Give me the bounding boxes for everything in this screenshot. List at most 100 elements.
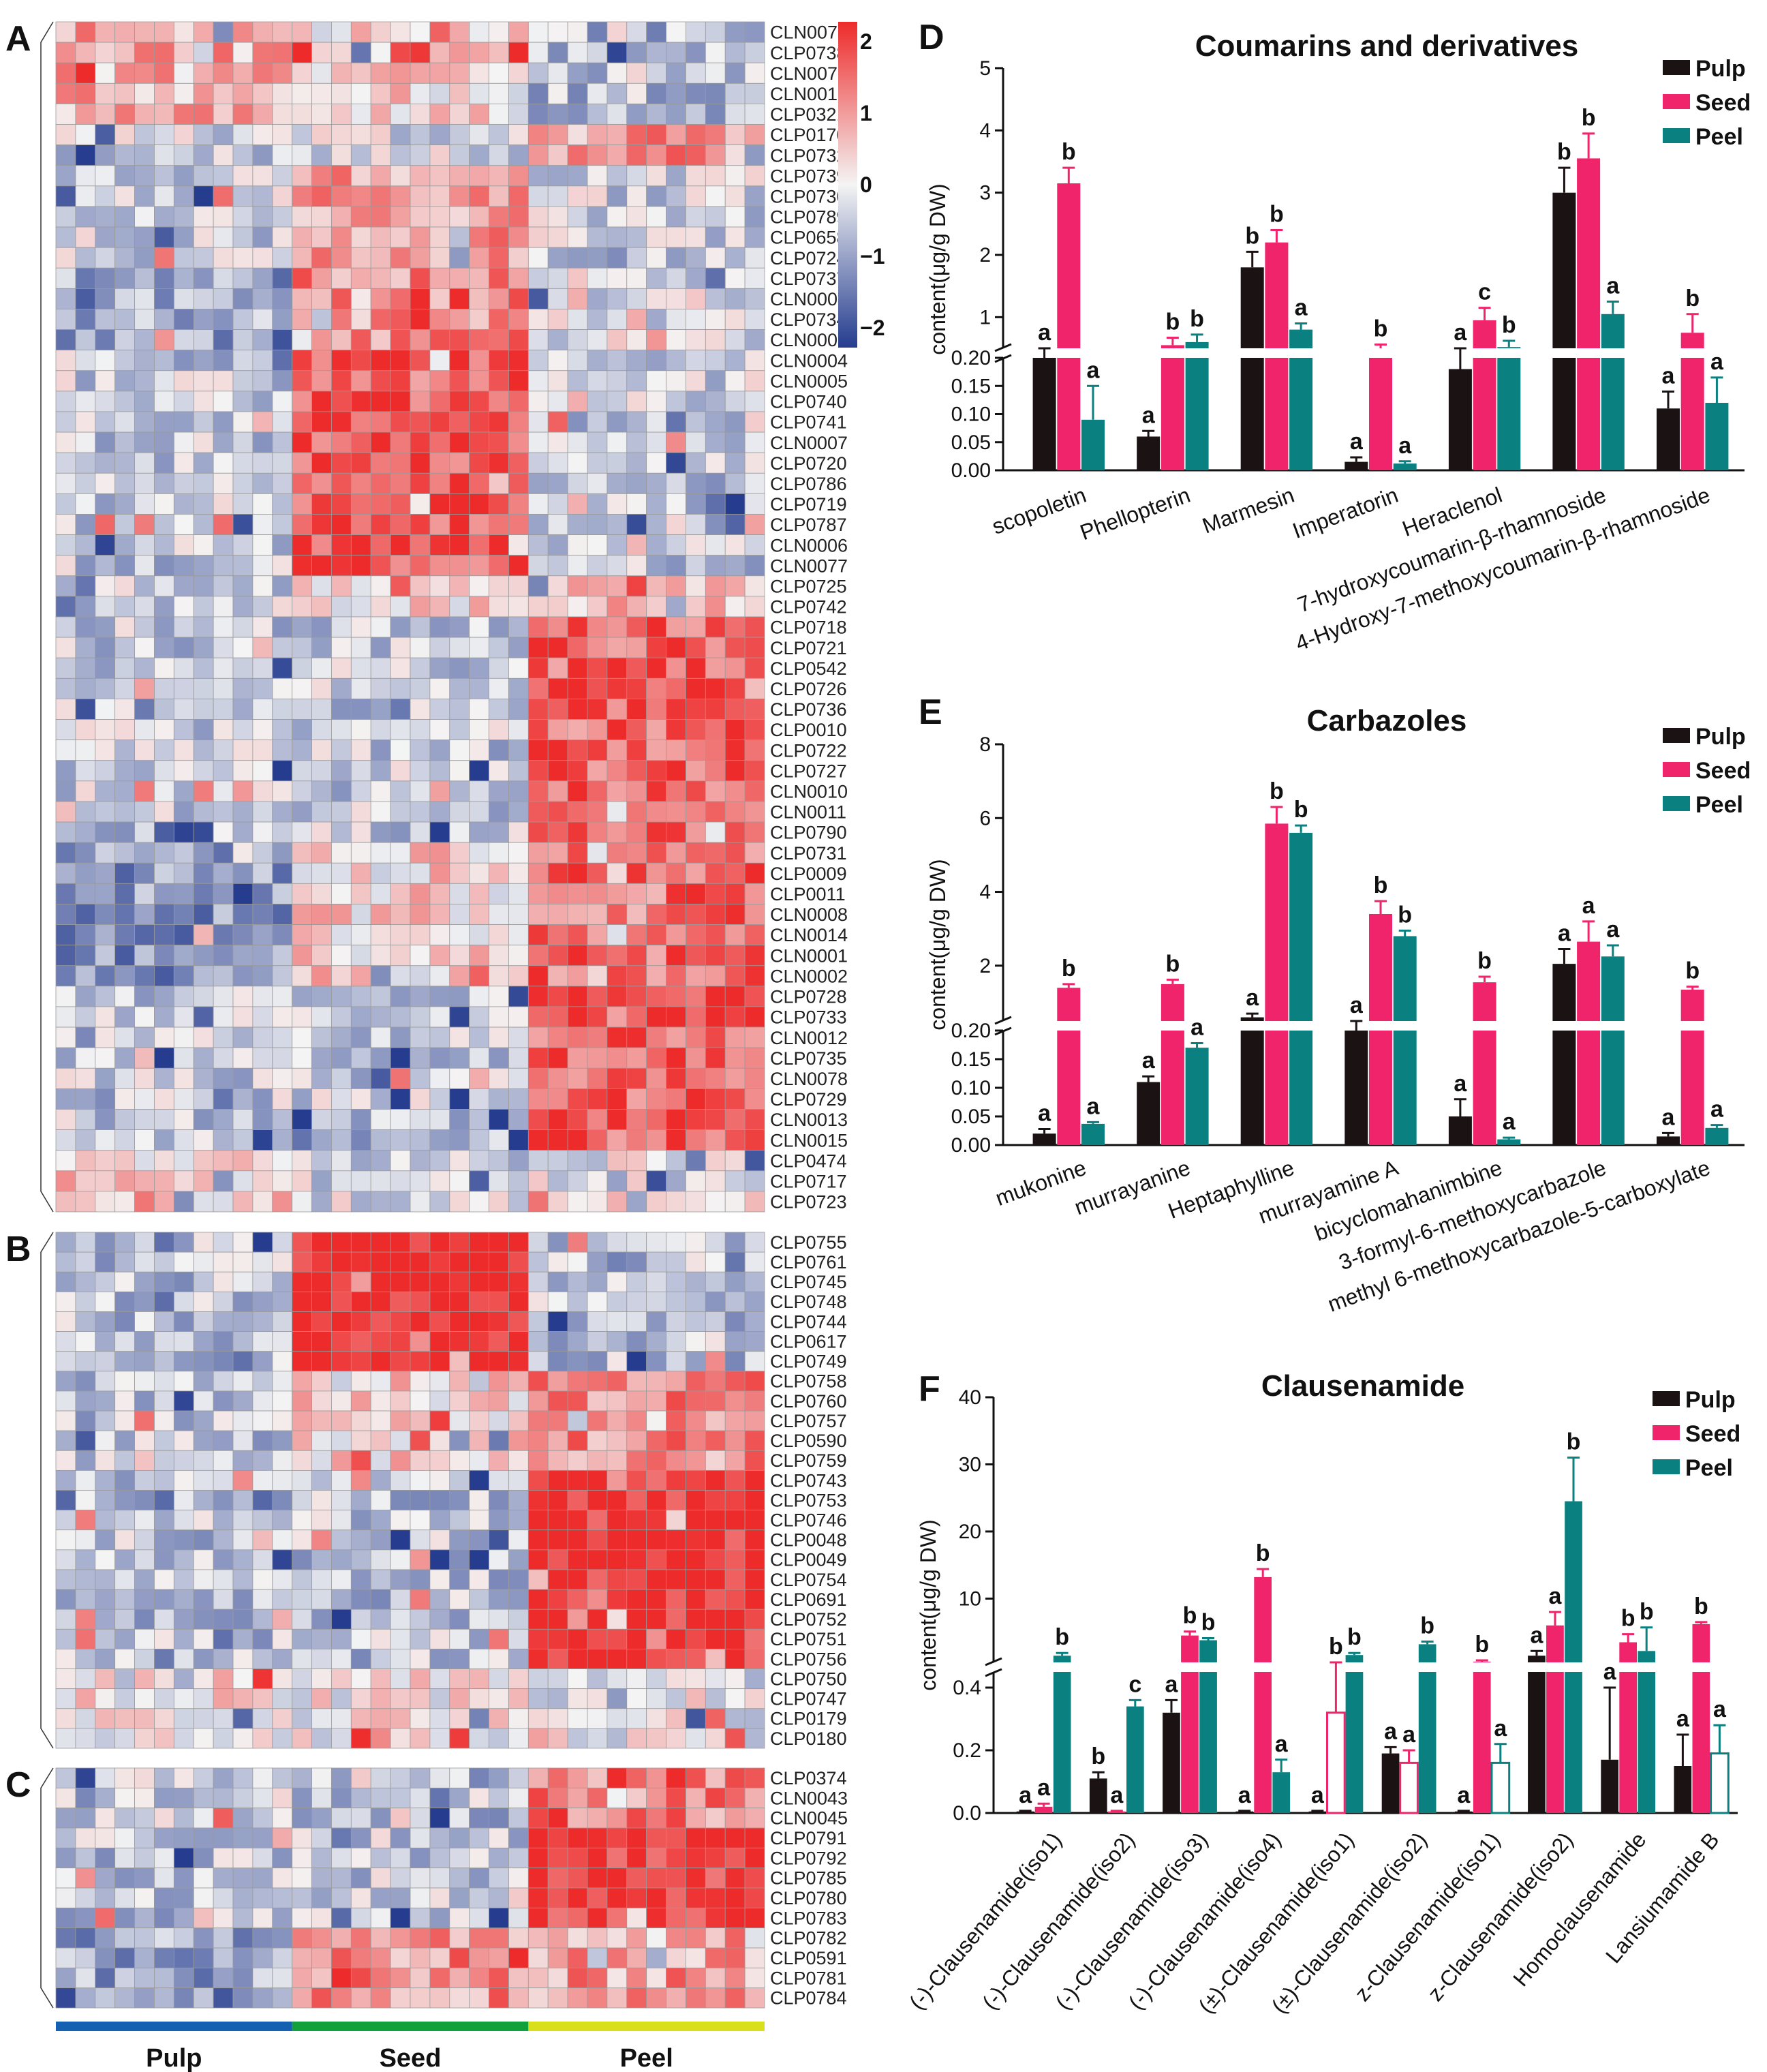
heatmap-cell	[705, 1808, 726, 1829]
heatmap-row-label: CLP0784	[770, 1988, 847, 2009]
heatmap-cell	[252, 904, 273, 925]
heatmap-cell	[232, 1191, 253, 1213]
heatmap-cell	[173, 575, 194, 597]
heatmap-panel-c: C CLP0374CLN0043CLN0045CLP0791CLP0792CLP0…	[5, 1765, 848, 2009]
heatmap-cell	[646, 329, 666, 351]
heatmap-cell	[311, 1430, 332, 1451]
heatmap-cell	[527, 1088, 549, 1110]
heatmap-cell	[193, 1987, 214, 2009]
error-bar	[1374, 344, 1387, 348]
heatmap-cell	[390, 1609, 411, 1630]
heatmap-row-label: CLP0781	[770, 1968, 847, 1988]
heatmap-cell	[744, 391, 765, 412]
chart-e: E Carbazoles0.000.050.100.150.202468conte…	[919, 692, 1751, 1317]
heatmap-row-label: CLN0006	[770, 535, 848, 555]
heatmap-cell	[626, 1351, 647, 1372]
heatmap-cell	[95, 1947, 116, 1968]
heatmap-cell	[370, 1150, 391, 1172]
axis-break-mark	[994, 1016, 1012, 1036]
heatmap-cell	[410, 1628, 431, 1649]
heatmap-cell	[587, 1331, 608, 1352]
heatmap-cell	[311, 945, 332, 966]
bar-peel	[1289, 832, 1313, 1145]
heatmap-cell	[705, 904, 726, 925]
heatmap-cell	[390, 185, 411, 207]
heatmap-cell	[449, 534, 470, 556]
heatmap-cell	[370, 1291, 391, 1312]
heatmap-cell	[744, 42, 765, 63]
heatmap-cell	[232, 740, 253, 761]
heatmap-cell	[331, 329, 352, 351]
heatmap-cell	[547, 1589, 568, 1610]
heatmap-cell	[272, 206, 293, 228]
heatmap-cell	[232, 719, 253, 741]
heatmap-cell	[75, 740, 96, 761]
heatmap-cell	[75, 124, 96, 146]
heatmap-cell	[489, 514, 509, 535]
legend-swatch-peel	[1663, 128, 1690, 143]
heatmap-cell	[232, 1430, 253, 1451]
heatmap-cell	[331, 1109, 352, 1130]
heatmap-cell	[370, 1129, 391, 1151]
heatmap-cell	[547, 677, 568, 699]
heatmap-cell	[508, 821, 529, 843]
heatmap-cell	[370, 1928, 391, 1949]
heatmap-cell	[331, 247, 352, 269]
heatmap-cell	[193, 555, 214, 577]
heatmap-cell	[75, 1569, 96, 1590]
heatmap-cell	[449, 82, 470, 104]
heatmap-cell	[724, 780, 746, 802]
heatmap-cell	[410, 144, 431, 166]
heatmap-cell	[55, 1767, 76, 1788]
heatmap-cell	[95, 1469, 116, 1491]
heatmap-cell	[272, 821, 293, 843]
heatmap-cell	[370, 883, 391, 904]
heatmap-cell	[134, 370, 155, 392]
heatmap-cell	[252, 1609, 273, 1630]
error-bar	[1311, 1810, 1324, 1812]
heatmap-cell	[606, 1490, 628, 1511]
legend-label-peel: Peel	[1695, 792, 1743, 818]
heatmap-cell	[331, 431, 352, 453]
heatmap-cell	[193, 904, 214, 925]
heatmap-cell	[292, 1331, 312, 1352]
heatmap-cell	[527, 1410, 549, 1431]
heatmap-cell	[173, 986, 194, 1007]
heatmap-cell	[95, 329, 116, 351]
heatmap-cell	[666, 1868, 686, 1889]
heatmap-cell	[626, 1887, 647, 1908]
heatmap-cell	[686, 1410, 706, 1431]
heatmap-cell	[666, 1469, 686, 1491]
heatmap-cell	[489, 1469, 509, 1491]
heatmap-cell	[114, 842, 135, 864]
heatmap-cell	[55, 1088, 76, 1110]
heatmap-cell	[370, 493, 391, 515]
heatmap-cell	[469, 1191, 489, 1213]
heatmap-cell	[292, 226, 312, 248]
heatmap-cell	[272, 1529, 293, 1551]
heatmap-row-label: CLN0015	[770, 1130, 848, 1151]
heatmap-cell	[154, 431, 174, 453]
heatmap-cell	[429, 1808, 450, 1829]
heatmap-cell	[547, 1351, 568, 1372]
heatmap-cell	[489, 924, 509, 946]
heatmap-cell	[55, 1450, 76, 1471]
heatmap-cell	[469, 1088, 489, 1110]
heatmap-cell	[567, 1331, 588, 1352]
heatmap-cell	[410, 780, 431, 802]
heatmap-cell	[547, 924, 568, 946]
bar-break-gap	[1253, 1662, 1272, 1672]
heatmap-cell	[508, 1628, 529, 1649]
heatmap-cell	[213, 719, 234, 741]
heatmap-cell	[173, 452, 194, 474]
heatmap-cell	[489, 1529, 509, 1551]
heatmap-cell	[154, 1191, 174, 1213]
heatmap-cell	[587, 1907, 608, 1929]
heatmap-cell	[331, 1529, 352, 1551]
heatmap-cell	[232, 1469, 253, 1491]
heatmap-cell	[449, 1827, 470, 1848]
heatmap-cell	[489, 1129, 509, 1151]
heatmap-cell	[154, 699, 174, 720]
heatmap-cell	[95, 965, 116, 987]
heatmap-cell	[272, 1868, 293, 1889]
